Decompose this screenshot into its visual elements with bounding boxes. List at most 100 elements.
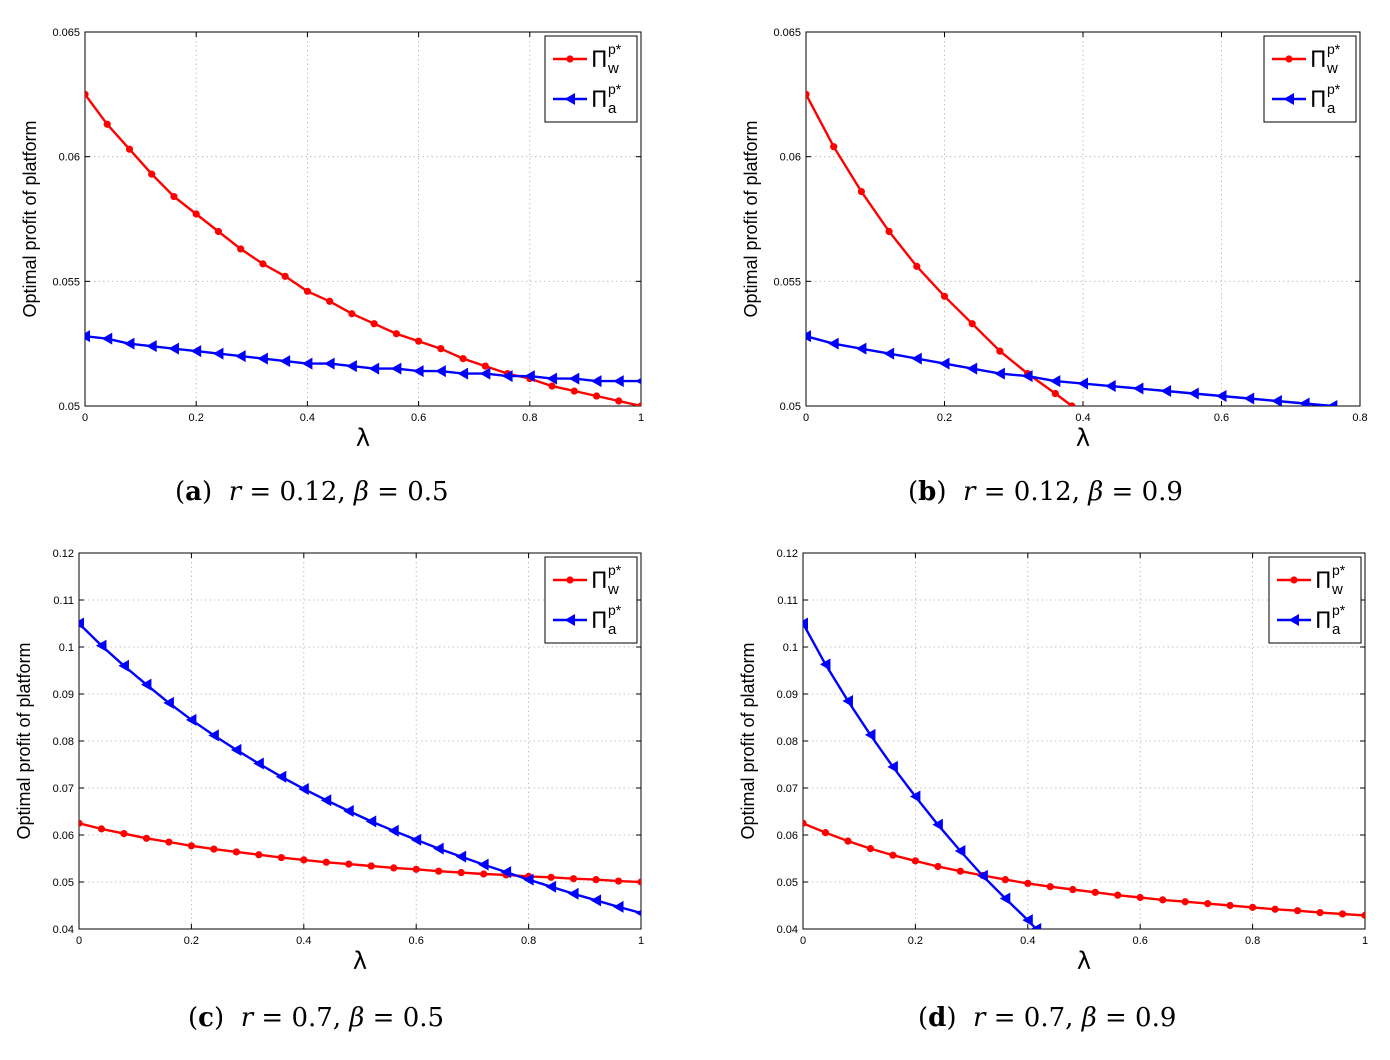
x-tick-label: 0: [803, 412, 809, 424]
data-point-w: [911, 857, 919, 865]
series-a: [803, 617, 1042, 929]
x-tick-label: 1: [1362, 935, 1368, 947]
data-point-w: [303, 287, 311, 295]
data-point-w: [187, 842, 195, 850]
data-point-w: [459, 355, 467, 363]
data-point-a: [101, 332, 113, 345]
caption-d-r-value: 0.7: [1023, 1003, 1066, 1033]
x-tick-label: 1: [638, 412, 644, 424]
legend-marker-a: [1283, 93, 1294, 105]
data-point-a: [413, 365, 424, 378]
data-point-a: [123, 337, 135, 350]
y-tick-label: 0.12: [777, 548, 798, 560]
series-line-w: [806, 93, 1073, 406]
y-tick-label: 0.06: [777, 830, 798, 842]
data-point-a: [1299, 397, 1310, 406]
y-tick-label: 0.11: [53, 595, 74, 607]
data-point-w: [322, 858, 330, 866]
data-point-a: [1105, 380, 1116, 393]
data-point-a: [230, 743, 242, 756]
data-point-a: [320, 794, 332, 807]
data-point-w: [940, 292, 949, 300]
data-point-w: [232, 848, 240, 856]
data-point-w: [345, 860, 353, 868]
y-tick-label: 0.09: [777, 689, 798, 701]
data-point-a: [523, 873, 534, 886]
data-point-a: [435, 365, 446, 378]
data-point-w: [281, 272, 289, 280]
caption-a-r-value: 0.12: [279, 477, 338, 507]
y-tick-label: 0.04: [777, 924, 798, 936]
data-point-a: [939, 357, 950, 370]
data-point-a: [1022, 914, 1033, 927]
x-tick-label: 0.2: [184, 935, 199, 947]
chart-a: 0 0.2 0.4 0.6 0.8 1 0.05 0.055 0.06 0.065 λ Optimal…: [20, 27, 644, 452]
data-point-a: [635, 909, 641, 917]
data-point-w: [996, 347, 1004, 355]
data-point-a: [590, 894, 602, 907]
y-tick-label: 0.06: [53, 830, 74, 842]
caption-c-beta-value: 0.5: [402, 1003, 445, 1033]
data-point-w: [480, 870, 488, 878]
caption-d-beta-value: 0.9: [1135, 1003, 1177, 1033]
y-axis-label: Optimal profit of platform: [20, 120, 40, 317]
y-tick-label: 0.09: [53, 689, 74, 701]
data-point-a: [433, 842, 444, 855]
y-tick-label: 0.065: [773, 27, 801, 39]
legend-subscript: a: [1332, 621, 1341, 638]
data-point-w: [956, 867, 964, 875]
caption-d-r-name: r: [973, 1003, 986, 1033]
caption-c: (c) r = 0.7, β = 0.5: [188, 1003, 445, 1033]
data-point-w: [1069, 885, 1077, 894]
data-point-a: [253, 757, 264, 770]
data-point-w: [1136, 893, 1144, 902]
data-point-w: [415, 337, 423, 345]
data-point-w: [1204, 900, 1212, 908]
caption-b-beta-value: 0.9: [1141, 477, 1183, 507]
x-tick-label: 0.8: [1352, 412, 1367, 424]
legend-symbol: Π: [1310, 88, 1327, 113]
data-point-w: [210, 845, 218, 853]
series-line-w: [85, 93, 641, 406]
data-point-a: [140, 678, 152, 691]
x-tick-label: 0.6: [1133, 935, 1148, 947]
data-point-a: [842, 695, 853, 708]
caption-b-r-name: r: [963, 477, 976, 507]
data-point-w: [148, 170, 156, 178]
data-point-w: [592, 876, 600, 884]
data-point-w: [1361, 911, 1365, 919]
legend-subscript: a: [608, 100, 617, 117]
data-point-w: [592, 392, 601, 400]
data-point-a: [298, 782, 309, 795]
data-point-a: [118, 659, 129, 672]
y-axis-label: Optimal profit of platform: [738, 642, 758, 839]
data-point-w: [885, 227, 893, 236]
data-point-w: [1338, 910, 1347, 918]
data-point-w: [1091, 888, 1099, 896]
series-a: [79, 617, 641, 917]
data-point-a: [279, 355, 291, 368]
chart-d: 0 0.2 0.4 0.6 0.8 1 0.04 0.05 0.06 0.07 0.08 0.09 0.…: [738, 548, 1368, 975]
legend-symbol: Π: [591, 48, 608, 73]
chart-panel-b: 0 0.2 0.4 0.6 0.8 0.05 0.055 0.06 0.065 λ Optimal …: [700, 0, 1390, 460]
data-point-w: [844, 837, 852, 845]
data-point-w: [125, 145, 134, 153]
y-tick-label: 0.06: [59, 152, 80, 164]
data-point-a: [190, 345, 202, 358]
data-point-w: [192, 210, 200, 218]
data-point-a: [1049, 375, 1061, 388]
data-point-a: [208, 729, 219, 742]
data-point-w: [857, 187, 865, 196]
data-point-a: [168, 342, 179, 355]
data-point-a: [235, 350, 246, 363]
data-point-a: [911, 352, 922, 365]
chart-b: 0 0.2 0.4 0.6 0.8 0.05 0.055 0.06 0.065 λ Optimal …: [741, 27, 1368, 452]
data-point-w: [370, 320, 378, 328]
caption-b: (b) r = 0.12, β = 0.9: [908, 477, 1183, 507]
x-tick-label: 0.2: [937, 412, 952, 424]
data-point-w: [547, 873, 555, 881]
y-tick-label: 0.1: [783, 642, 798, 654]
data-point-w: [637, 402, 641, 406]
series-w: [806, 90, 1076, 406]
y-tick-label: 0.11: [777, 595, 798, 607]
